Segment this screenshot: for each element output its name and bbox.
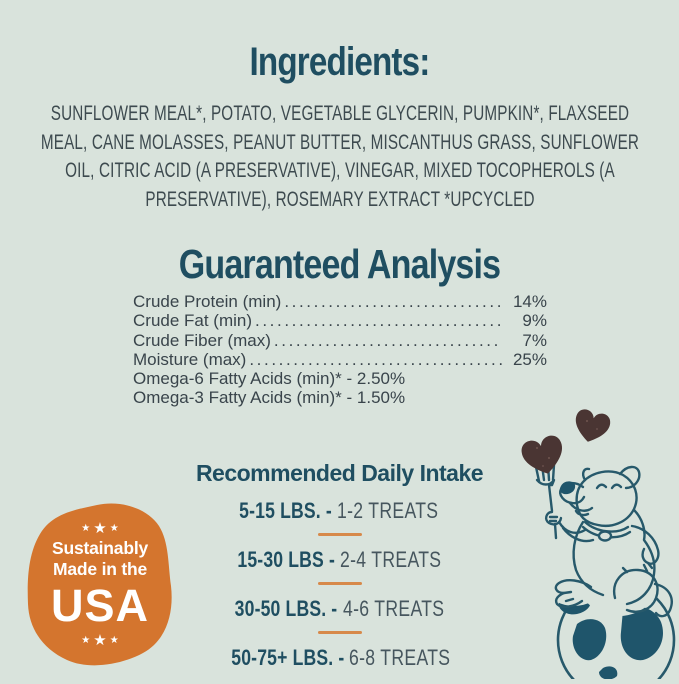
intake-treat-count: 2-4 TREATS <box>339 547 442 572</box>
ingredients-title: Ingredients: <box>249 40 430 84</box>
daily-intake-title: Recommended Daily Intake <box>195 460 484 486</box>
analysis-row: Omega-6 Fatty Acids (min)* - 2.50% <box>133 369 547 388</box>
badge-blob-shape <box>27 503 172 666</box>
guaranteed-analysis-table: Crude Protein (min) ....................… <box>133 292 547 408</box>
analysis-label: Crude Fat (min) <box>133 311 253 331</box>
analysis-value: 9% <box>522 311 547 331</box>
dog-icon <box>534 462 673 618</box>
intake-weight-range: 50-75+ LBS. - <box>231 645 345 670</box>
star-icon: ★ <box>93 520 107 537</box>
ingredients-line: PRESERVATIVE), ROSEMARY EXTRACT *UPCYCLE… <box>144 186 535 211</box>
analysis-value: 7% <box>522 330 547 350</box>
intake-row: 5-15 LBS. - 1-2 TREATS <box>216 498 464 524</box>
intake-weight-range: 15-30 LBS - <box>237 547 335 572</box>
heart-treat-icon <box>521 409 611 474</box>
badge-line-sustainably: Sustainably <box>51 538 149 558</box>
orange-divider <box>317 582 362 585</box>
badge-line-made-in-the: Made in the <box>52 559 148 579</box>
analysis-value: 14% <box>512 292 547 311</box>
dotted-leader: ........................................… <box>284 292 502 311</box>
ingredients-line: OIL, CITRIC ACID (A PRESERVATIVE), VINEG… <box>64 158 615 182</box>
analysis-label: Crude Fiber (max) <box>133 330 271 350</box>
star-icon: ★ <box>81 635 91 646</box>
dog-on-globe-illustration <box>519 388 679 684</box>
analysis-value: 25% <box>512 349 547 369</box>
analysis-row: Crude Fiber (max) ......................… <box>133 331 547 350</box>
intake-treat-count: 6-8 TREATS <box>349 645 451 670</box>
analysis-label: Omega-6 Fatty Acids (min)* - 2.50% <box>133 369 406 389</box>
badge-usa-text: USA <box>50 580 149 631</box>
intake-treat-count: 4-6 TREATS <box>342 596 445 621</box>
usa-badge: ★ ★ ★ Sustainably Made in the USA ★ ★ ★ <box>25 501 175 671</box>
analysis-label: Moisture (max) <box>133 349 247 369</box>
intake-row: 50-75+ LBS. - 6-8 TREATS <box>203 645 476 671</box>
intake-row: 15-30 LBS - 2-4 TREATS <box>213 547 467 573</box>
analysis-label: Omega-3 Fatty Acids (min)* - 1.50% <box>133 388 406 408</box>
ingredients-line: MEAL, CANE MOLASSES, PEANUT BUTTER, MISC… <box>40 129 639 154</box>
guaranteed-analysis-title: Guaranteed Analysis <box>178 241 501 287</box>
dotted-leader: ........................................… <box>255 311 502 331</box>
dotted-leader: ........................................… <box>249 349 502 369</box>
analysis-row: Crude Fat (min) ........................… <box>133 311 547 330</box>
analysis-row: Omega-3 Fatty Acids (min)* - 1.50% <box>133 388 547 407</box>
star-icon: ★ <box>109 523 119 534</box>
orange-divider <box>317 631 362 634</box>
analysis-row: Moisture (max) .........................… <box>133 350 547 369</box>
intake-treat-count: 1-2 TREATS <box>336 498 438 523</box>
intake-weight-range: 30-50 LBS. - <box>235 596 338 621</box>
star-icon: ★ <box>81 523 91 534</box>
analysis-row: Crude Protein (min) ....................… <box>133 292 547 311</box>
heart-treat-speckles <box>536 420 598 467</box>
dotted-leader: ........................................… <box>273 330 502 350</box>
star-icon: ★ <box>93 632 107 649</box>
star-icons-bottom: ★ ★ ★ <box>81 632 119 650</box>
analysis-label: Crude Protein (min) <box>133 292 282 311</box>
ingredients-line: SUNFLOWER MEAL*, POTATO, VEGETABLE GLYCE… <box>50 101 629 125</box>
star-icons-top: ★ ★ ★ <box>81 520 119 538</box>
intake-weight-range: 5-15 LBS. - <box>238 498 332 523</box>
intake-row: 30-50 LBS. - 4-6 TREATS <box>209 596 469 622</box>
ingredients-paragraph: SUNFLOWER MEAL*, POTATO, VEGETABLE GLYCE… <box>0 99 679 213</box>
orange-divider <box>317 533 362 536</box>
star-icon: ★ <box>109 635 119 646</box>
daily-intake-section: Recommended Daily Intake 5-15 LBS. - 1-2… <box>0 460 679 671</box>
